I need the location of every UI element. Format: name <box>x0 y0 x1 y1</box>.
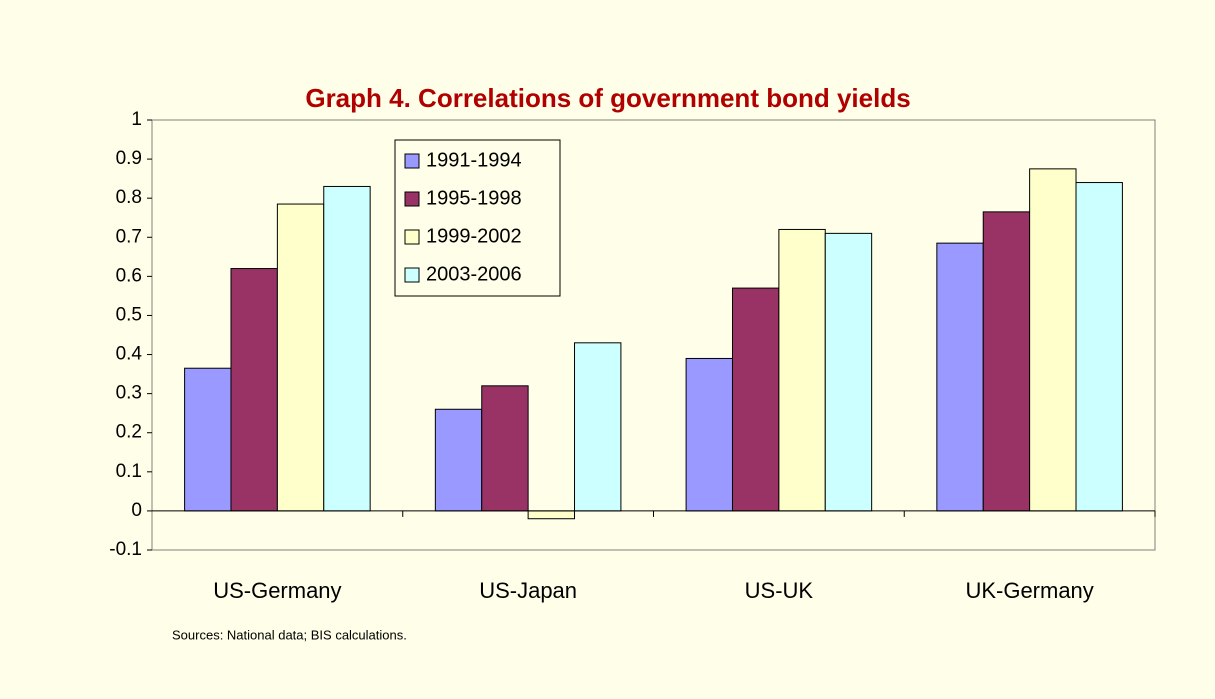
y-tick-label: 0.2 <box>116 422 142 443</box>
bar <box>434 408 483 512</box>
y-tick-label: 0.3 <box>116 383 142 404</box>
plot-area <box>151 119 1156 551</box>
bar <box>731 287 780 512</box>
legend-swatch <box>404 191 420 207</box>
bar <box>184 367 232 512</box>
legend-swatch <box>404 267 420 283</box>
bar <box>323 185 371 512</box>
x-tick-label: UK-Germany <box>965 578 1093 603</box>
legend-swatch <box>404 153 420 169</box>
bar <box>230 268 278 512</box>
source-note: Sources: National data; BIS calculations… <box>172 627 407 642</box>
bar <box>1075 182 1123 512</box>
chart-title: Graph 4. Correlations of government bond… <box>305 83 910 113</box>
bar <box>685 357 733 512</box>
legend-box <box>394 139 561 297</box>
legend-label: 1995-1998 <box>426 187 522 209</box>
bar <box>824 232 873 512</box>
bar <box>527 510 576 520</box>
x-tick-label: US-UK <box>745 578 814 603</box>
legend-swatch <box>404 229 420 245</box>
y-tick-label: 0.9 <box>116 148 142 169</box>
x-tick-label: US-Japan <box>479 578 577 603</box>
legend-label: 1999-2002 <box>426 225 522 247</box>
y-tick-label: 1 <box>131 109 142 130</box>
bar <box>1029 168 1077 512</box>
y-tick-label: -0.1 <box>109 539 142 560</box>
x-tick-label: US-Germany <box>213 578 341 603</box>
legend-label: 2003-2006 <box>426 263 522 285</box>
bar <box>481 385 529 512</box>
bar <box>982 211 1031 512</box>
bar <box>276 203 325 512</box>
bar <box>936 242 984 512</box>
y-tick-label: 0.7 <box>116 226 142 247</box>
bar <box>778 228 826 512</box>
y-tick-label: 0 <box>131 500 142 521</box>
y-tick-label: 0.5 <box>116 304 142 325</box>
legend-label: 1991-1994 <box>426 149 522 171</box>
y-tick-label: 0.1 <box>116 461 142 482</box>
bar <box>574 342 622 512</box>
y-tick-label: 0.8 <box>116 187 142 208</box>
y-tick-label: 0.6 <box>116 265 142 286</box>
y-tick-label: 0.4 <box>116 344 143 365</box>
